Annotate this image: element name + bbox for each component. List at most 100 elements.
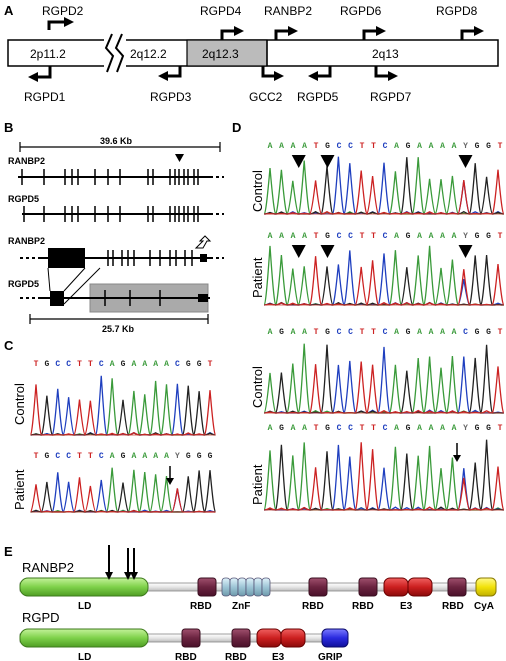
track-rgpd5-1 — [22, 206, 224, 222]
panel-b: B 39.6 Kb RANBP2 RGPD5 RANBP2 — [4, 120, 224, 334]
panel-label-a: A — [4, 3, 14, 18]
base-letter: A — [429, 142, 434, 151]
base-letter: C — [383, 232, 388, 241]
domain-rbd-rgpd-2 — [231, 628, 251, 648]
track-ranbp2-2 — [20, 235, 224, 268]
base-letter: A — [291, 232, 296, 241]
label-rbd-rgpd-1: RBD — [175, 652, 197, 661]
trace-C — [264, 444, 504, 511]
base-letter: A — [268, 142, 273, 151]
trace-C — [264, 346, 504, 414]
base-letter: A — [417, 232, 422, 241]
base-letter: G — [197, 360, 202, 369]
base-letter: A — [394, 424, 399, 433]
panel-label-e: E — [4, 544, 13, 559]
base-letter: Y — [463, 142, 468, 151]
chromatogram-d-2 — [263, 245, 505, 306]
gene-arrow-gcc2: GCC2 — [249, 66, 284, 104]
base-letter: C — [337, 232, 342, 241]
variant-arrow-c — [166, 478, 174, 485]
panel-label-c: C — [4, 338, 14, 353]
base-letter: G — [486, 142, 491, 151]
base-letter: C — [463, 328, 468, 337]
base-letter: G — [186, 360, 191, 369]
base-letter: G — [486, 328, 491, 337]
band-2q13: 2q13 — [372, 47, 399, 61]
base-letter: T — [208, 360, 213, 369]
svg-text:RGPD4: RGPD4 — [200, 4, 242, 18]
base-letter: T — [498, 142, 503, 151]
chromatogram-patient-c — [29, 467, 217, 513]
base-letter: C — [175, 360, 180, 369]
domain-rbd-ranbp2-4 — [447, 577, 467, 597]
chromatogram-control-c — [29, 375, 217, 436]
base-letter: A — [291, 142, 296, 151]
base-letter: G — [475, 232, 480, 241]
track-label-ranbp2-2: RANBP2 — [8, 236, 45, 246]
domain-e3-ranbp2 — [383, 577, 433, 597]
label-rbd-3: RBD — [352, 601, 374, 612]
base-letter: G — [197, 452, 202, 461]
label-patient-c: Patient — [12, 469, 27, 510]
base-letter: A — [110, 452, 115, 461]
base-letter: A — [268, 232, 273, 241]
base-letter: T — [498, 232, 503, 241]
base-letter: A — [279, 142, 284, 151]
track-rgpd5-2 — [20, 283, 210, 313]
chromatogram-d-4 — [263, 439, 505, 511]
base-letter: C — [66, 452, 71, 461]
base-letter: G — [121, 452, 126, 461]
mutation-marker — [175, 154, 184, 162]
domain-cya — [475, 577, 497, 597]
base-letter: C — [99, 452, 104, 461]
base-letter: G — [186, 452, 191, 461]
base-letter: T — [498, 424, 503, 433]
label-e3: E3 — [400, 601, 413, 612]
base-letter: T — [371, 424, 376, 433]
scale-top: 39.6 Kb — [100, 136, 133, 146]
track-ranbp2-1 — [18, 154, 224, 185]
label-patient-d1: Patient — [250, 257, 265, 298]
base-letter: A — [153, 360, 158, 369]
gene-arrow-rgpd6: RGPD6 — [340, 4, 386, 40]
track-label-rgpd5-1: RGPD5 — [8, 194, 39, 204]
base-letter: C — [348, 142, 353, 151]
base-letter: C — [55, 452, 60, 461]
label-patient-d2: Patient — [250, 464, 265, 505]
base-letter: A — [164, 452, 169, 461]
svg-text:RANBP2: RANBP2 — [264, 4, 312, 18]
label-rbd-1: RBD — [190, 601, 212, 612]
base-letter: A — [302, 424, 307, 433]
label-control-c: Control — [12, 383, 27, 425]
base-letter: C — [55, 360, 60, 369]
chromatogram-d-3 — [263, 343, 505, 414]
base-letter: A — [440, 232, 445, 241]
base-letter: G — [406, 424, 411, 433]
base-letter: T — [360, 232, 365, 241]
label-control-d1: Control — [250, 170, 265, 212]
variant-triangle — [320, 245, 335, 258]
base-letter: Y — [463, 424, 468, 433]
base-letter: T — [360, 142, 365, 151]
base-letter: C — [383, 142, 388, 151]
break-mark — [104, 34, 126, 72]
variant-triangle — [320, 155, 335, 168]
base-letter: G — [406, 328, 411, 337]
base-letter: C — [99, 360, 104, 369]
base-letter: A — [164, 360, 169, 369]
base-letter: G — [121, 360, 126, 369]
base-letter: G — [44, 452, 49, 461]
scale-bottom: 25.7 Kb — [102, 324, 135, 334]
domain-ld-ranbp2 — [19, 577, 149, 597]
base-letter: G — [325, 424, 330, 433]
band-2q12.3: 2q12.3 — [202, 47, 239, 61]
base-letter: G — [279, 424, 284, 433]
base-letter: T — [88, 360, 93, 369]
label-e3-rgpd: E3 — [272, 652, 285, 661]
base-letter: A — [440, 142, 445, 151]
base-letter: A — [302, 232, 307, 241]
base-letter: A — [452, 424, 457, 433]
trace-T — [264, 256, 505, 306]
